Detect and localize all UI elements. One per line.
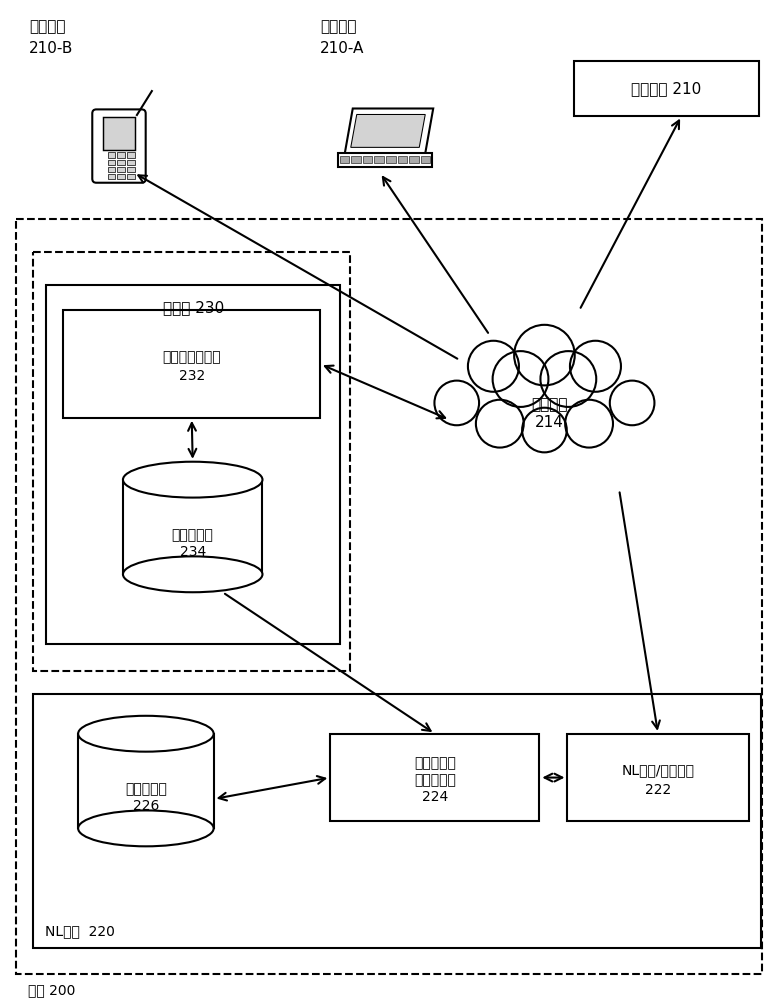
Text: 210-B: 210-B <box>30 41 74 56</box>
Polygon shape <box>351 114 425 147</box>
Bar <box>330 734 539 821</box>
Circle shape <box>541 351 596 407</box>
Ellipse shape <box>78 716 213 752</box>
Text: 210-A: 210-A <box>320 41 365 56</box>
Ellipse shape <box>78 810 213 846</box>
Circle shape <box>570 341 621 392</box>
Text: 知识获取子系统: 知识获取子系统 <box>162 350 221 364</box>
Text: 系统 200: 系统 200 <box>28 983 76 997</box>
Bar <box>108 152 115 158</box>
Bar <box>409 156 419 163</box>
Circle shape <box>514 325 575 385</box>
Bar <box>123 480 263 574</box>
Polygon shape <box>337 153 432 167</box>
Circle shape <box>476 400 523 448</box>
Bar <box>118 160 125 165</box>
Bar <box>421 156 430 163</box>
Bar <box>46 285 340 644</box>
Text: 232: 232 <box>178 369 205 383</box>
Bar <box>386 156 396 163</box>
Circle shape <box>435 381 479 425</box>
Text: 转换和故障: 转换和故障 <box>414 757 456 771</box>
Bar <box>108 160 115 165</box>
Text: 224: 224 <box>421 790 448 804</box>
Bar <box>118 152 125 158</box>
Bar <box>16 219 762 974</box>
Bar <box>127 152 135 158</box>
Text: NL前端  220: NL前端 220 <box>45 924 115 938</box>
Text: 用户设备: 用户设备 <box>320 19 357 34</box>
Circle shape <box>492 351 548 407</box>
Ellipse shape <box>123 462 263 498</box>
Text: 知识库 230: 知识库 230 <box>163 300 224 315</box>
Text: 转换数据库: 转换数据库 <box>125 782 167 796</box>
Text: 234: 234 <box>180 545 206 559</box>
Bar <box>127 174 135 179</box>
Ellipse shape <box>123 556 263 592</box>
Bar <box>574 61 759 116</box>
Text: 实体数据库: 实体数据库 <box>172 528 213 542</box>
Text: 用户设备: 用户设备 <box>30 19 65 34</box>
Text: NL输入/输出接口: NL输入/输出接口 <box>622 764 695 778</box>
Bar <box>108 174 115 179</box>
Bar <box>127 167 135 172</box>
Text: 214: 214 <box>535 415 564 430</box>
Text: 用户设备 210: 用户设备 210 <box>631 81 702 96</box>
Bar <box>375 156 384 163</box>
FancyBboxPatch shape <box>92 109 146 183</box>
Bar <box>108 167 115 172</box>
Bar <box>340 156 349 163</box>
Bar <box>118 167 125 172</box>
Bar <box>33 252 350 671</box>
Text: 222: 222 <box>645 783 671 797</box>
Bar <box>118 174 125 179</box>
Bar <box>78 734 213 828</box>
Circle shape <box>522 408 567 452</box>
Text: 处理子系统: 处理子系统 <box>414 774 456 788</box>
Bar <box>351 156 361 163</box>
Bar <box>363 156 372 163</box>
Circle shape <box>610 381 654 425</box>
Bar <box>33 694 760 948</box>
Text: 通信网络: 通信网络 <box>531 397 568 412</box>
Circle shape <box>468 341 519 392</box>
Bar <box>397 156 407 163</box>
Circle shape <box>565 400 613 448</box>
Bar <box>127 160 135 165</box>
Text: 226: 226 <box>132 799 159 813</box>
Polygon shape <box>345 108 433 153</box>
Bar <box>567 734 749 821</box>
Bar <box>63 310 320 418</box>
Bar <box>103 117 135 150</box>
